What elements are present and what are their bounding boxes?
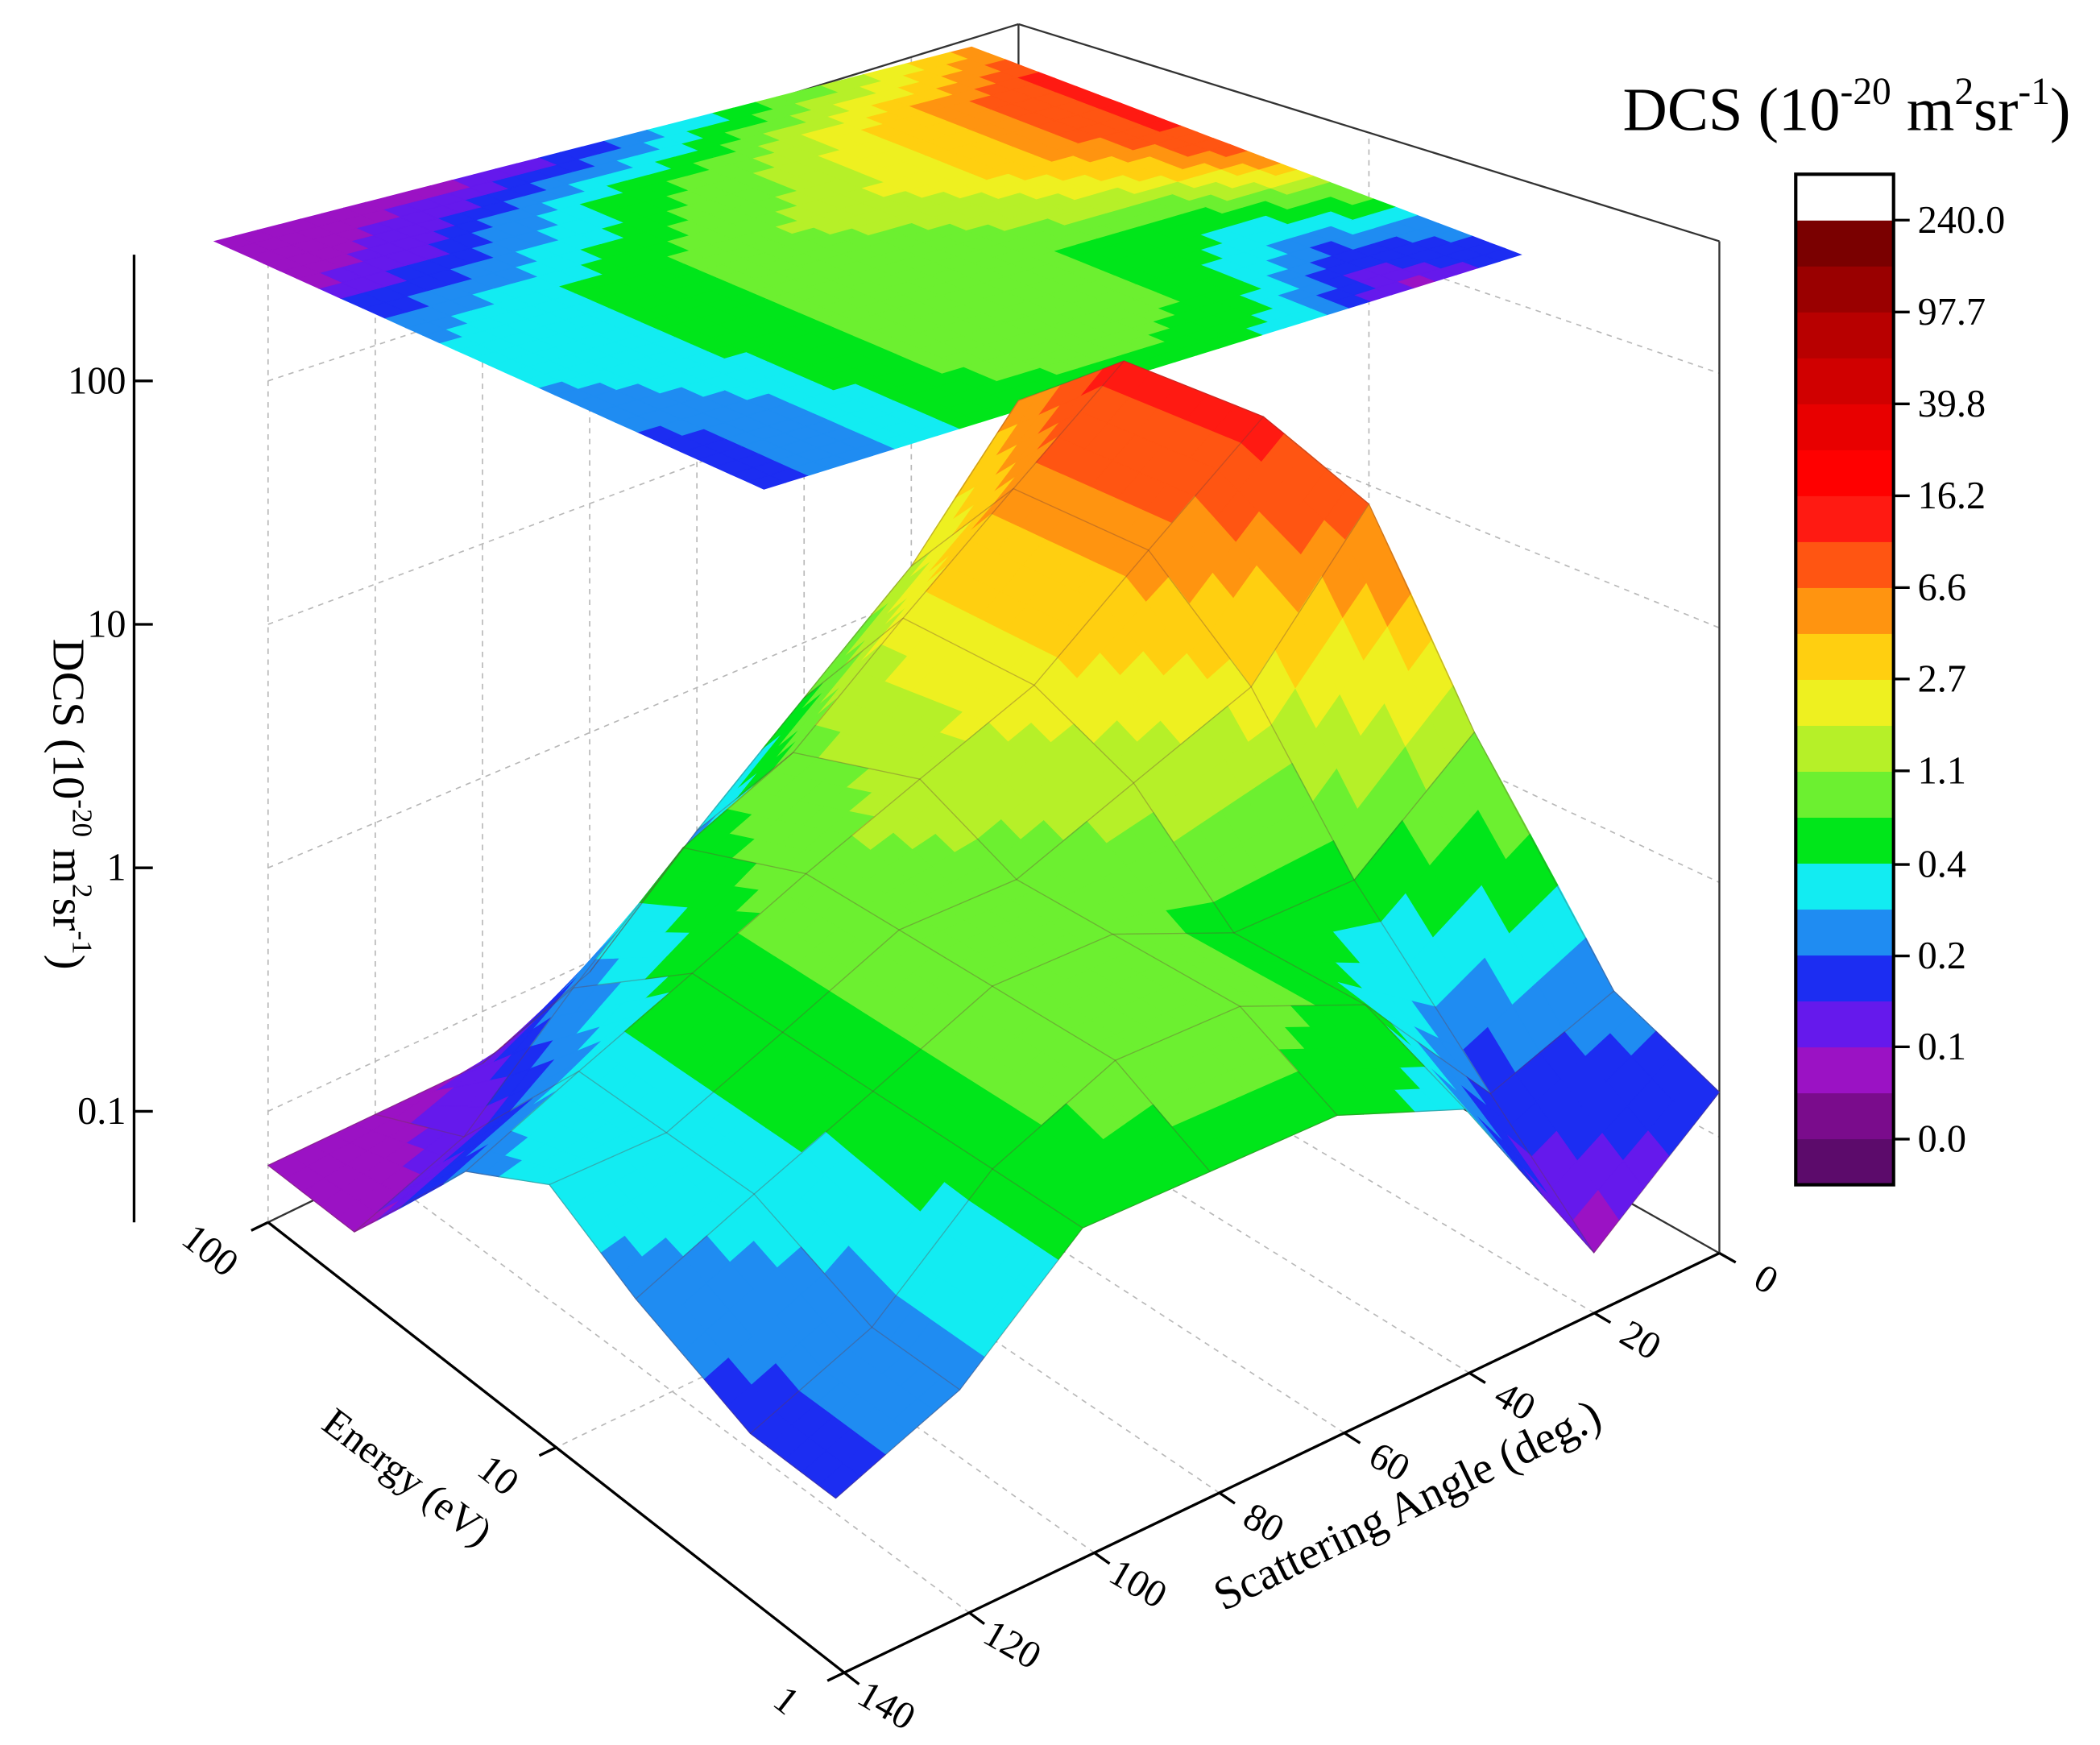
y-tick	[968, 1611, 986, 1626]
colorbar-band	[1796, 220, 1894, 267]
title-part: sr	[1974, 75, 2018, 143]
superscript: 2	[1954, 71, 1974, 113]
y-tick-label: 20	[1613, 1312, 1667, 1369]
mesh-row	[267, 400, 1019, 1167]
x-tick	[538, 1446, 557, 1457]
superscript: -20	[1841, 71, 1891, 113]
x-tick-label: 10	[470, 1447, 527, 1504]
colorbar-band	[1796, 587, 1894, 634]
colorbar-tick-label: 97.7	[1918, 291, 1986, 334]
mesh	[267, 360, 1720, 1499]
box-edge	[1018, 23, 1720, 242]
y-tick	[1218, 1491, 1236, 1505]
colorbar-band	[1796, 358, 1894, 404]
colorbar-tick-label: 0.4	[1918, 843, 1966, 886]
surface-patch	[818, 1463, 862, 1499]
colorbar-band	[1796, 450, 1894, 496]
projection-map	[213, 46, 1522, 490]
mesh-column	[482, 972, 1083, 1229]
colorbar-band	[1796, 1092, 1894, 1140]
title-part: )	[2050, 75, 2070, 143]
colorbar-band	[1796, 1001, 1894, 1048]
y-tick	[843, 1671, 860, 1685]
colorbar-band	[1796, 495, 1894, 542]
title-part: DCS (10	[1623, 75, 1841, 143]
z-tick-label: 0.1	[77, 1090, 126, 1133]
colorbar-band	[1796, 863, 1894, 910]
mesh-row	[835, 1092, 1720, 1499]
y-tick	[1718, 1252, 1737, 1264]
mesh-row	[465, 416, 1265, 1172]
colorbar-band	[1796, 1047, 1894, 1094]
colorbar-band	[1796, 174, 1894, 221]
y-tick-label: 100	[1102, 1551, 1174, 1617]
colorbar-band	[1796, 817, 1894, 864]
superscript: 2	[66, 884, 97, 898]
colorbar-tick-label: 6.6	[1918, 566, 1966, 609]
colorbar-band	[1796, 312, 1894, 359]
y-tick	[1593, 1312, 1612, 1324]
colorbar-band	[1796, 1138, 1894, 1186]
colorbar-band	[1796, 633, 1894, 680]
mesh-column	[1018, 360, 1720, 1093]
y-tick	[1343, 1432, 1361, 1444]
colorbar-band	[1796, 955, 1894, 1002]
colorbar-tick-label: 39.8	[1918, 383, 1986, 425]
mesh-row	[354, 360, 1125, 1233]
mesh-column	[696, 752, 1338, 1116]
colorbar-tick-label: 0.2	[1918, 935, 1966, 977]
superscript: -1	[2018, 71, 2050, 113]
colorbar-tick-label: 16.2	[1918, 475, 1986, 517]
superscript: -20	[66, 799, 97, 837]
mesh-column	[375, 1070, 960, 1391]
title-part: m	[43, 837, 93, 884]
mesh-row	[635, 732, 1475, 1299]
colorbar-tick-label: 240.0	[1918, 199, 2006, 242]
y-tick	[1468, 1371, 1486, 1384]
title-part: )	[43, 955, 93, 970]
axis-title: DCS (10-20 m2sr-1)	[43, 639, 98, 970]
z-tick-label: 1	[106, 847, 126, 889]
colorbar-tick-label: 0.0	[1918, 1117, 1966, 1160]
y-axis-line	[843, 1251, 1721, 1674]
colorbar-band	[1796, 541, 1894, 588]
grid-line	[910, 909, 1595, 1314]
y-tick-label: 140	[851, 1672, 922, 1739]
y-tick-label: 0	[1747, 1256, 1785, 1303]
title-part: DCS (10	[43, 639, 93, 800]
surface	[267, 360, 1721, 1499]
z-tick-label: 100	[68, 359, 126, 402]
colorbar-band	[1796, 771, 1894, 818]
x-tick	[251, 1221, 269, 1232]
x-tick	[826, 1671, 845, 1682]
colorbar-band	[1796, 404, 1894, 450]
title-part: sr	[43, 898, 93, 931]
mesh-column	[589, 847, 1211, 1172]
mesh-row	[750, 990, 1614, 1434]
colorbar-band	[1796, 909, 1894, 956]
mesh-row	[549, 504, 1369, 1186]
mesh-column	[803, 617, 1466, 1110]
z-tick-label: 10	[87, 603, 126, 645]
title-part: m	[1891, 75, 1955, 143]
colorbar-tick-label: 1.1	[1918, 749, 1966, 792]
y-tick	[1093, 1552, 1111, 1565]
colorbar-tick-label: 2.7	[1918, 657, 1966, 700]
colorbar-band	[1796, 679, 1894, 726]
x-tick-label: 100	[174, 1216, 246, 1285]
mesh-column	[910, 487, 1595, 1254]
map-patch	[213, 235, 255, 250]
colorbar-band	[1796, 266, 1894, 313]
colorbar-tick-label: 0.1	[1918, 1026, 1966, 1068]
colorbar-title: DCS (10-20 m2sr-1)	[1623, 71, 2071, 143]
x-tick-label: 1	[765, 1677, 807, 1723]
superscript: -1	[66, 931, 97, 955]
mesh-column	[267, 1164, 836, 1499]
y-tick-label: 120	[976, 1611, 1048, 1677]
colorbar-band	[1796, 725, 1894, 772]
